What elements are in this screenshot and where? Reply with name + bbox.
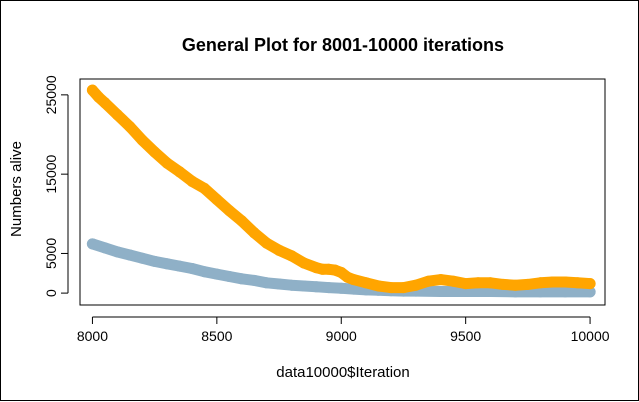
data-point [223,271,235,282]
y-tick-label: 15000 [43,154,59,193]
data-point [273,278,285,290]
data-point [248,227,260,239]
x-tick-label: 10000 [571,328,610,344]
data-point [584,286,596,298]
data-point [286,250,297,262]
plot-area-border [79,78,606,306]
data-point [111,109,123,121]
data-point [211,194,223,205]
data-point [136,252,148,264]
data-point [547,276,559,288]
data-point [398,282,409,294]
data-point [161,157,173,169]
data-point [335,282,347,294]
y-axis: 0 5000 15000 25000 [43,75,69,297]
data-point [485,277,496,289]
data-point [99,242,111,254]
data-point [236,215,248,227]
data-point [124,249,136,261]
x-tick-label: 9500 [450,328,481,344]
data-point [223,205,235,217]
y-axis-label: Numbers alive [8,141,25,237]
data-point [149,146,161,158]
data-point [248,274,260,286]
series-trail [86,84,596,294]
data-point [373,280,385,292]
data-point [86,238,98,250]
data-point [534,286,546,298]
data-point [86,84,98,96]
data-point [572,277,584,289]
data-point [435,286,447,297]
x-axis: 8000 8500 9000 9500 10000 [77,316,610,344]
data-point [360,277,372,289]
data-point [236,273,248,285]
series-1 [86,238,596,298]
data-point [273,244,285,256]
x-tick-label: 8500 [201,328,232,344]
data-point [261,237,273,249]
data-point [385,282,397,294]
data-point [348,283,360,295]
data-point [99,97,111,109]
data-point [348,274,360,286]
data-point [111,246,123,258]
data-point [460,278,472,290]
data-point [298,257,310,269]
data-point [472,277,484,289]
data-point [422,275,434,287]
data-point [559,286,571,298]
data-point [559,276,571,288]
y-tick-label: 25000 [43,75,59,114]
data-point [211,268,223,280]
data-point [497,278,509,290]
series-2 [86,84,596,294]
data-point [435,274,447,286]
data-point [410,279,422,291]
data-point [149,255,161,267]
y-tick-label: 5000 [43,238,59,269]
data-point [286,279,297,291]
x-tick-label: 8000 [77,328,108,344]
data-point [584,278,596,290]
data-point [174,260,185,272]
y-tick-label: 0 [43,289,59,297]
data-point [161,258,173,270]
x-axis-label: data10000$Iteration [276,364,409,381]
data-point [124,121,136,133]
data-point [323,282,335,294]
data-point [186,175,198,187]
data-point [136,134,148,146]
data-point [198,266,210,278]
data-point [298,280,310,292]
data-point [198,182,210,194]
data-point [174,166,185,178]
series-trail [86,238,596,298]
series-layer [86,84,596,298]
data-point [447,275,459,287]
data-point [310,281,322,293]
data-point [485,286,496,297]
data-point [186,263,198,274]
data-point [534,277,546,289]
data-point [509,279,521,291]
data-point [261,277,273,289]
chart-title: General Plot for 8001-10000 iterations [182,35,504,55]
x-tick-label: 9000 [326,328,357,344]
data-point [522,278,534,290]
